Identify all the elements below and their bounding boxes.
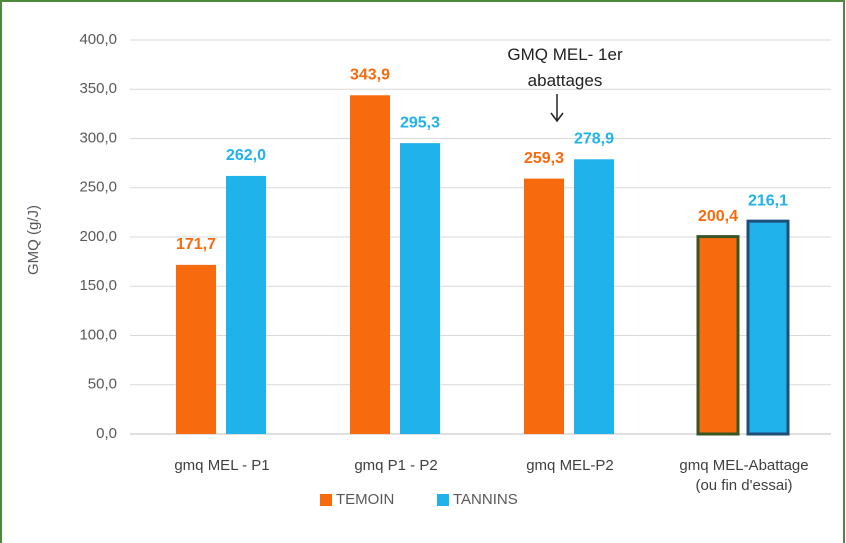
y-tick-label: 300,0 (79, 129, 117, 146)
data-label: 262,0 (226, 147, 266, 164)
y-tick-label: 100,0 (79, 326, 117, 343)
legend-swatch (320, 494, 332, 506)
y-tick-label: 50,0 (88, 376, 117, 393)
bar (226, 175, 266, 434)
x-tick-label: gmq P1 - P2 (354, 457, 438, 474)
x-tick-label: gmq MEL-Abattage (ou fin d'essai) (679, 457, 809, 494)
x-tick-label: gmq MEL-P2 (526, 457, 614, 474)
arrow-head (550, 112, 564, 123)
bar (574, 159, 614, 434)
data-label: 216,1 (748, 192, 788, 209)
y-tick-label: 350,0 (79, 80, 117, 97)
data-label: 343,9 (350, 66, 390, 83)
data-label: 278,9 (574, 131, 614, 148)
data-label: 259,3 (524, 150, 564, 167)
y-tick-label: 150,0 (79, 277, 117, 294)
y-tick-label: 400,0 (79, 31, 117, 48)
data-label: 200,4 (698, 208, 738, 225)
data-label: 171,7 (176, 236, 216, 253)
bar (746, 219, 790, 436)
bar (696, 235, 740, 436)
bar (524, 178, 564, 434)
legend-label: TEMOIN (336, 491, 394, 508)
y-tick-label: 200,0 (79, 228, 117, 245)
legend-label: TANNINS (453, 491, 518, 508)
bar (176, 264, 216, 434)
bar (350, 95, 390, 435)
data-label: 295,3 (400, 114, 440, 131)
y-axis-label: GMQ (g/J) (25, 205, 42, 275)
y-tick-label: 0,0 (96, 425, 117, 442)
y-tick-label: 250,0 (79, 179, 117, 196)
bar (400, 143, 440, 434)
annotation: GMQ MEL- 1er abattages (507, 45, 623, 90)
legend-swatch (437, 494, 449, 506)
x-tick-label: gmq MEL - P1 (174, 457, 270, 474)
